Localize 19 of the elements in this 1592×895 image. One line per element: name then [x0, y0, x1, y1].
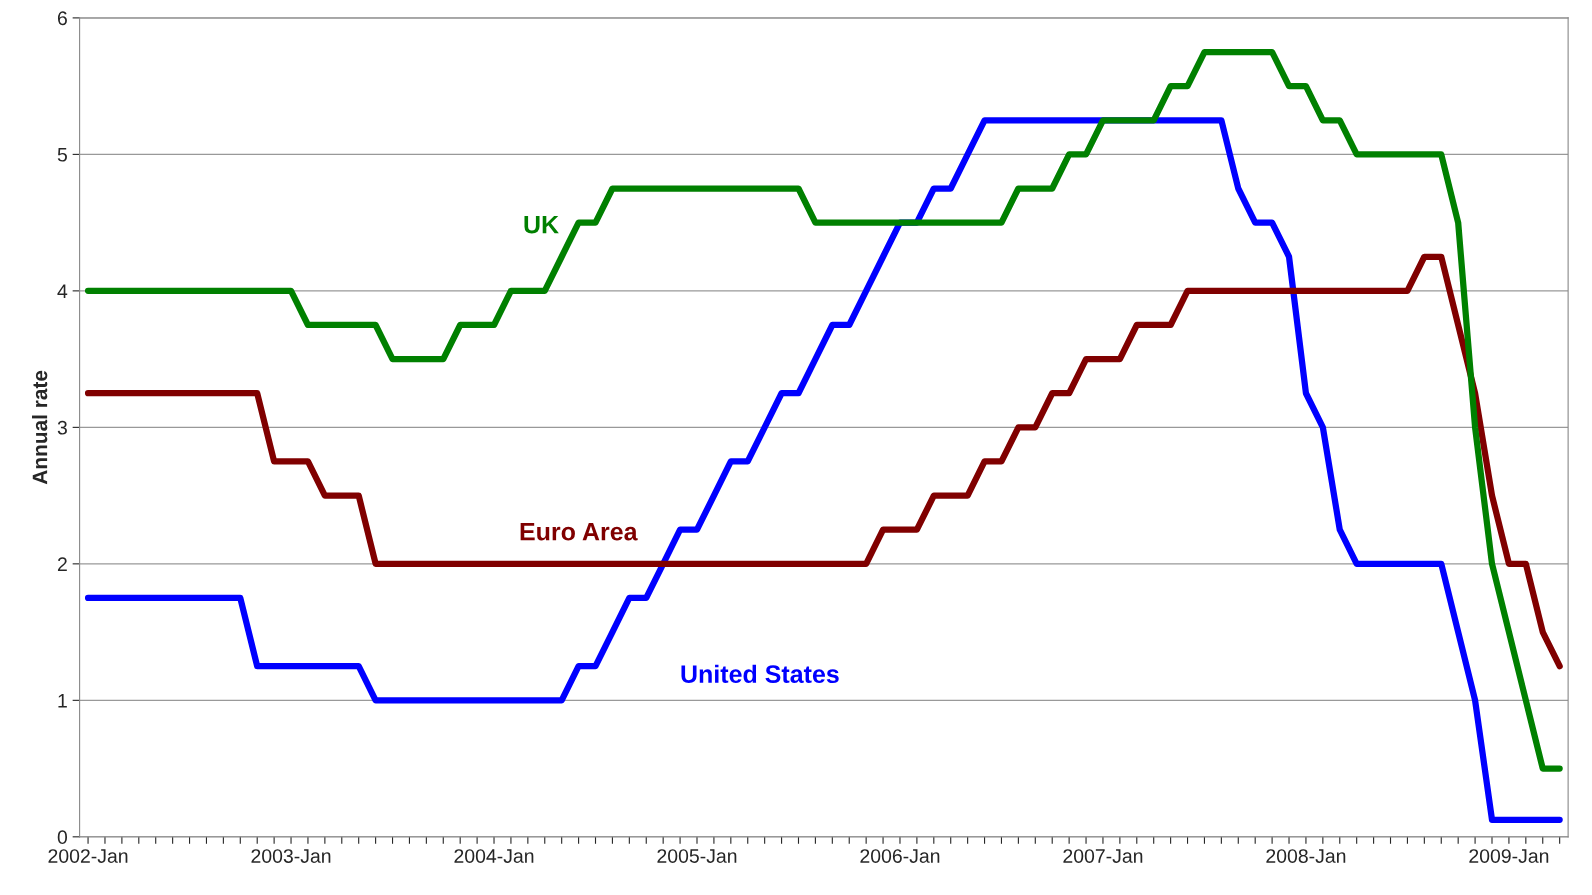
y-axis-title: Annual rate	[32, 370, 48, 485]
y-tick-label: 1	[58, 694, 67, 708]
x-tick-label: 2006-Jan	[860, 849, 940, 863]
series-label: Euro Area	[520, 523, 638, 541]
x-tick-label: 2007-Jan	[1063, 849, 1143, 863]
x-tick-label: 2005-Jan	[657, 849, 737, 863]
x-tick-label: 2009-Jan	[1469, 849, 1549, 863]
y-tick-label: 2	[57, 557, 67, 571]
y-tick-label: 6	[57, 11, 67, 26]
x-tick-label: 2008-Jan	[1266, 849, 1346, 863]
x-tick-label: 2003-Jan	[251, 849, 331, 863]
y-tick-label: 3	[57, 420, 67, 435]
x-tick-label: 2004-Jan	[454, 849, 534, 863]
x-tick-label: 2002-Jan	[48, 849, 128, 863]
y-tick-label: 0	[57, 830, 68, 845]
text: United States	[681, 664, 839, 684]
series-label: UK	[524, 215, 559, 234]
y-tick-label: 4	[57, 284, 68, 298]
y-tick-label: 5	[57, 148, 67, 162]
